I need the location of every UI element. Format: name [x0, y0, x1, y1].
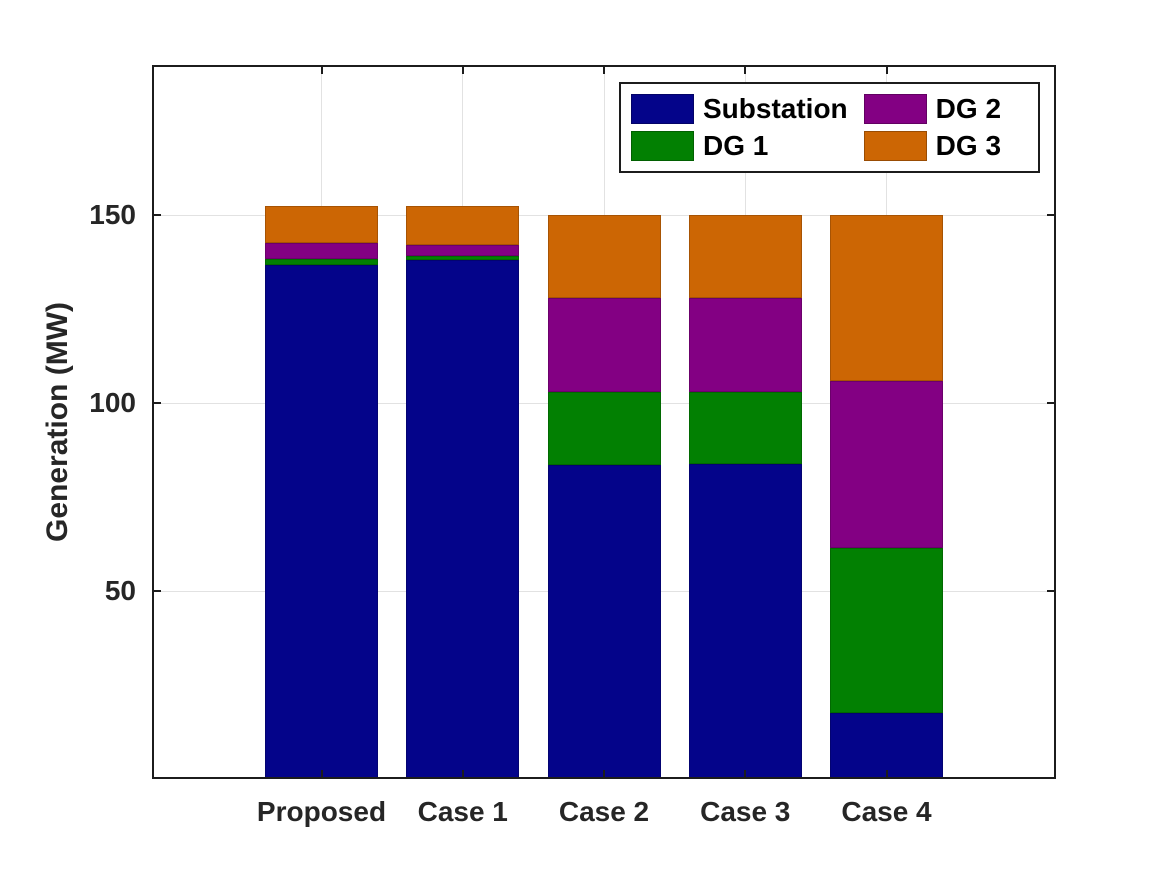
legend-label: DG 3 — [935, 130, 1002, 162]
bar-segment-substation — [265, 264, 378, 779]
bar-segment-dg-1 — [265, 258, 378, 265]
y-tick-mark-right — [1047, 402, 1056, 405]
x-tick-mark-top — [603, 65, 605, 74]
bar-segment-dg-2 — [547, 297, 661, 393]
x-tick-label: Proposed — [256, 796, 387, 827]
x-tick-mark-bottom — [744, 770, 747, 779]
y-tick-mark-left — [152, 402, 161, 405]
y-tick-mark-left — [152, 590, 161, 593]
legend-swatch-dg-1 — [631, 131, 694, 162]
x-tick-mark-bottom — [885, 770, 888, 779]
legend-item-dg-1: DG 1 — [631, 130, 848, 162]
y-tick-label: 100 — [89, 387, 136, 419]
legend-item-substation: Substation — [631, 92, 848, 124]
x-tick-mark-top — [744, 65, 747, 74]
bar-segment-dg-2 — [830, 381, 943, 548]
x-tick-label: Case 4 — [841, 796, 932, 827]
y-tick-mark-left — [152, 214, 161, 217]
x-tick-mark-top — [320, 65, 323, 74]
bar-segment-substation — [830, 713, 943, 779]
x-tick-mark-bottom — [603, 770, 605, 779]
x-tick-label: Case 3 — [700, 796, 791, 827]
x-tick-mark-top — [885, 65, 888, 74]
legend: Substation DG 1 DG 2 DG 3 — [619, 82, 1040, 173]
y-tick-mark-right — [1047, 214, 1056, 217]
bar-segment-dg-3 — [830, 214, 943, 382]
bar-segment-dg-3 — [265, 205, 378, 244]
bar-segment-dg-3 — [547, 214, 661, 298]
y-tick-label: 50 — [104, 575, 136, 607]
y-tick-label: 150 — [89, 199, 136, 231]
x-tick-mark-top — [461, 65, 464, 74]
bar-segment-dg-1 — [406, 255, 520, 261]
y-tick-mark-right — [1047, 590, 1056, 593]
bar-segment-dg-3 — [688, 214, 802, 298]
bar-segment-substation — [406, 260, 520, 779]
y-axis-label: Generation (MW) — [41, 302, 74, 542]
x-tick-mark-bottom — [461, 770, 464, 779]
bar-segment-dg-1 — [688, 391, 802, 465]
bar-segment-dg-1 — [547, 392, 661, 466]
legend-label: DG 2 — [935, 92, 1002, 124]
x-tick-mark-bottom — [320, 770, 323, 779]
bar-segment-dg-1 — [830, 547, 943, 714]
legend-swatch-substation — [631, 93, 694, 124]
legend-item-dg-2: DG 2 — [863, 92, 1002, 124]
legend-item-dg-3: DG 3 — [863, 130, 1002, 162]
x-tick-label: Case 2 — [558, 796, 650, 827]
x-tick-label: Case 1 — [417, 796, 508, 827]
legend-swatch-dg-2 — [863, 93, 927, 124]
bar-segment-dg-2 — [265, 243, 378, 259]
bar-segment-substation — [688, 464, 802, 779]
legend-label: Substation — [703, 92, 848, 124]
legend-label: DG 1 — [703, 130, 769, 162]
bar-segment-dg-2 — [406, 245, 520, 256]
bar-segment-substation — [547, 465, 661, 779]
bar-segment-dg-2 — [688, 297, 802, 392]
bar-segment-dg-3 — [406, 206, 520, 245]
legend-swatch-dg-3 — [863, 131, 927, 162]
